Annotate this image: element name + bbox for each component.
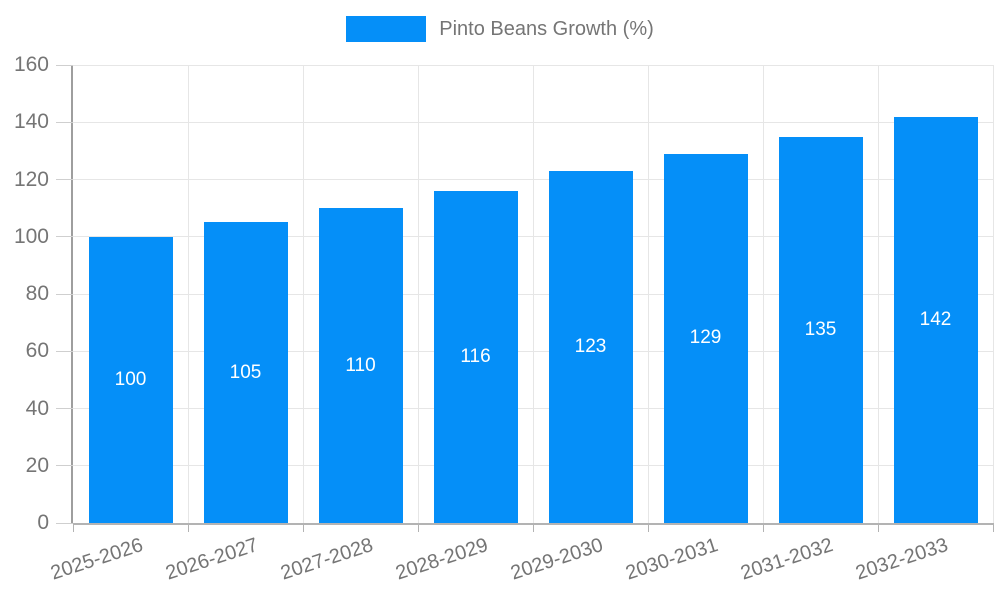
bar-value-label: 110 <box>345 354 376 376</box>
bar <box>203 222 288 523</box>
x-gridline <box>302 65 304 523</box>
x-tick <box>417 523 419 532</box>
bar <box>778 136 863 523</box>
x-tick <box>877 523 879 532</box>
x-tick-label: 2025-2026 <box>47 534 146 585</box>
x-tick <box>72 523 74 532</box>
x-tick <box>187 523 189 532</box>
bar <box>88 236 173 523</box>
bar-value-label: 142 <box>919 308 952 330</box>
y-tick <box>56 350 73 352</box>
y-tick <box>56 236 73 238</box>
bar-value-label: 135 <box>804 318 837 340</box>
y-tick <box>56 121 73 123</box>
x-tick <box>992 523 994 532</box>
legend-label: Pinto Beans Growth (%) <box>439 17 654 40</box>
y-tick-label: 20 <box>25 453 49 477</box>
x-tick-label: 2031-2032 <box>737 534 836 585</box>
x-tick-label: 2027-2028 <box>277 534 376 585</box>
bar-value-label: 116 <box>460 345 491 367</box>
y-tick-label: 0 <box>37 511 49 534</box>
y-tick <box>56 64 73 66</box>
bar <box>893 116 978 523</box>
x-tick-label: 2026-2027 <box>162 534 261 585</box>
x-tick <box>532 523 534 532</box>
bar-value-label: 129 <box>689 327 722 349</box>
y-tick <box>56 465 73 467</box>
bar-value-label: 100 <box>114 368 147 390</box>
y-tick-label: 80 <box>25 282 49 305</box>
bar <box>548 170 633 523</box>
y-tick <box>56 522 73 524</box>
x-gridline <box>992 65 994 523</box>
bar <box>663 153 748 523</box>
x-gridline <box>417 65 419 523</box>
y-tick-label: 60 <box>25 339 49 363</box>
x-tick <box>647 523 649 532</box>
x-tick-label: 2029-2030 <box>507 534 606 585</box>
x-gridline <box>532 65 534 523</box>
y-tick-label: 160 <box>13 53 49 76</box>
x-tick-label: 2032-2033 <box>852 534 951 585</box>
y-tick-label: 40 <box>25 396 49 420</box>
x-tick <box>302 523 304 532</box>
x-gridline <box>187 65 189 523</box>
y-tick-label: 140 <box>13 110 49 134</box>
bar <box>318 208 403 523</box>
y-tick <box>56 293 73 295</box>
bar-value-label: 123 <box>574 335 607 357</box>
x-tick <box>762 523 764 532</box>
legend-swatch <box>346 16 427 42</box>
x-tick-label: 2030-2031 <box>622 534 721 585</box>
x-gridline <box>877 65 879 523</box>
x-tick-label: 2028-2029 <box>392 534 491 585</box>
plot-area: 0 20 40 60 80 100 120 140 160 100 2025-2026 105 2026… <box>14 54 994 584</box>
y-tick-label: 120 <box>13 167 49 191</box>
x-gridline <box>647 65 649 523</box>
y-tick-label: 100 <box>13 224 49 248</box>
x-gridline <box>762 65 764 523</box>
y-tick <box>56 179 73 180</box>
legend: Pinto Beans Growth (%) <box>0 16 1000 42</box>
y-tick <box>56 408 73 409</box>
bar <box>433 190 518 523</box>
bar-value-label: 105 <box>229 361 262 383</box>
